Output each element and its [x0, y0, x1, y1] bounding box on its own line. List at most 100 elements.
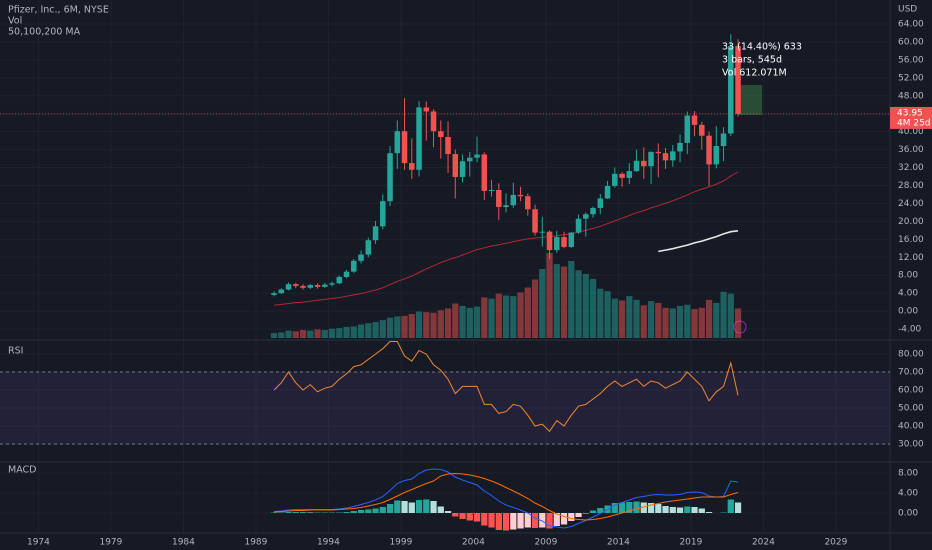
volume-bar [568, 261, 575, 338]
x-tick-label: 1994 [317, 538, 340, 548]
candle-body [699, 124, 705, 136]
volume-bar [582, 273, 589, 338]
volume-bar [401, 315, 408, 338]
legend-ma: 50,100,200 MA [8, 27, 81, 38]
macd-histogram-bar [321, 512, 328, 513]
macd-histogram-bar [626, 502, 633, 513]
volume-bar [734, 308, 742, 338]
y-tick-label: 70.00 [898, 368, 924, 378]
volume-bar [430, 312, 437, 338]
volume-bar [343, 326, 350, 338]
macd-histogram-bar [669, 507, 676, 513]
volume-bar [597, 288, 604, 338]
measure-annotation: 3 bars, 545d [722, 55, 782, 66]
y-tick-label: 32.00 [898, 163, 924, 173]
measure-annotation: Vol 612.071M [722, 68, 787, 79]
candle-body [293, 284, 299, 286]
macd-histogram-bar [444, 511, 452, 513]
macd-histogram-bar [372, 508, 379, 513]
volume-bar [626, 296, 633, 338]
macd-histogram-bar [655, 504, 662, 513]
x-tick-label: 2014 [607, 538, 630, 548]
x-tick-label: 1989 [244, 538, 267, 548]
candle-body [452, 154, 459, 177]
macd-histogram-bar [328, 512, 336, 513]
volume-bar [299, 329, 307, 338]
volume-bar [437, 310, 444, 338]
candle-body [285, 284, 292, 290]
y-tick-label: 4.00 [898, 489, 918, 499]
macd-histogram-bar [734, 502, 742, 513]
candle-body [271, 293, 277, 295]
candle-body [539, 231, 546, 233]
y-tick-label: 52.00 [898, 73, 924, 83]
candle-body [409, 163, 415, 170]
macd-histogram-bar [379, 507, 386, 513]
chart-title: Pfizer, Inc., 6M, NYSE [8, 5, 109, 16]
volume-bar [357, 324, 365, 338]
volume-bar [481, 297, 488, 338]
volume-bar [669, 308, 676, 338]
candle-body [626, 171, 633, 178]
candle-body [641, 160, 647, 167]
x-tick-label: 2019 [679, 538, 702, 548]
candle-body [670, 151, 676, 161]
candle-body [488, 189, 495, 191]
volume-bar [307, 330, 314, 338]
volume-bar [444, 308, 452, 338]
macd-histogram-bar [408, 502, 415, 513]
x-tick-label: 2004 [462, 538, 485, 548]
macd-histogram-bar [705, 512, 713, 513]
y-tick-label: 24.00 [898, 199, 924, 209]
volume-bar [698, 307, 705, 338]
y-tick-label: 0.00 [898, 509, 918, 519]
legend-rsi: RSI [8, 346, 23, 357]
volume-bar [394, 316, 401, 338]
volume-bar [459, 305, 466, 338]
macd-histogram-bar [350, 511, 357, 513]
candle-body [343, 271, 350, 277]
volume-bar [662, 307, 669, 338]
candle-body [372, 226, 379, 241]
volume-bar [292, 331, 299, 338]
volume-bar [684, 304, 691, 338]
volume-bar [676, 305, 684, 338]
volume-bar [510, 296, 517, 338]
rsi-line [273, 341, 739, 433]
volume-bar [553, 264, 560, 338]
macd-histogram-bar [662, 506, 669, 513]
y-tick-label: -4.00 [898, 325, 922, 335]
volume-bar [502, 295, 510, 338]
macd-histogram-bar [459, 513, 466, 519]
y-tick-label: 60.00 [898, 386, 924, 396]
candle-body [459, 161, 466, 177]
y-tick-label: 60.00 [898, 37, 924, 47]
candle-body [728, 45, 734, 134]
volume-bar [517, 292, 524, 338]
candle-body [329, 283, 335, 285]
y-tick-label: 8.00 [898, 469, 918, 479]
x-tick-label: 1999 [389, 538, 412, 548]
candle-body [496, 189, 502, 208]
candle-body [546, 231, 553, 251]
y-tick-label: 50.00 [898, 404, 924, 414]
volume-bar [575, 270, 582, 338]
candle-body [662, 153, 669, 161]
macd-histogram-bar [357, 510, 365, 513]
candle-body [394, 131, 401, 154]
volume-bar [336, 328, 343, 338]
candle-body [706, 135, 712, 165]
volume-bar [655, 302, 662, 338]
candle-body [568, 232, 575, 247]
candle-body [401, 131, 408, 164]
volume-bar [713, 302, 720, 338]
y-tick-label: 30.00 [898, 439, 924, 449]
volume-bar [350, 326, 357, 338]
volume-bar [379, 320, 386, 338]
y-tick-label: 0.00 [898, 307, 918, 317]
macd-histogram-bar [299, 512, 307, 513]
macd-histogram-bar [285, 512, 292, 513]
volume-bar [546, 253, 553, 338]
macd-histogram-bar [539, 513, 546, 528]
